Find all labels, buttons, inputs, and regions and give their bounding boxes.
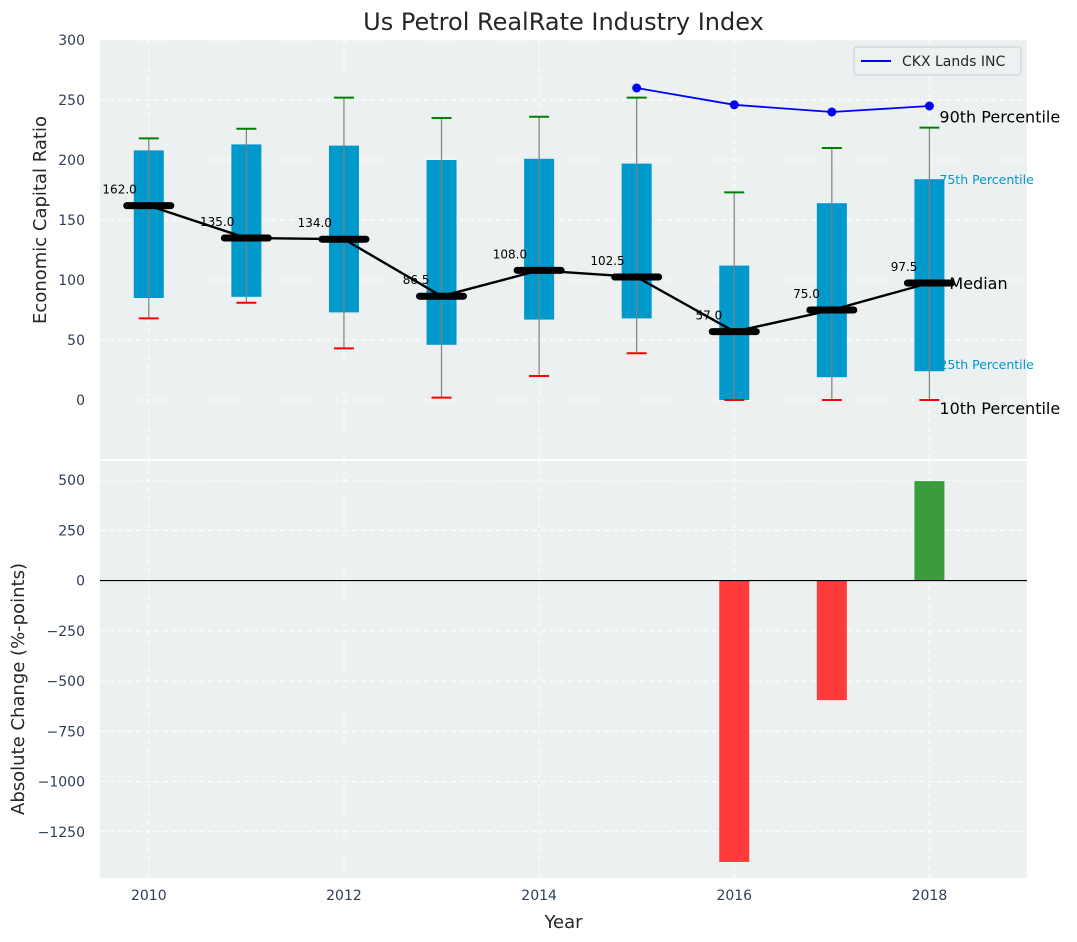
legend-box <box>853 46 1022 76</box>
top-y-tick-label: 0 <box>76 393 85 409</box>
company-line <box>636 87 930 113</box>
bottom-y-ticks: −1250 −1000 −750 −500 −250 0 250 500 <box>38 473 85 841</box>
bottom-y-tick-label: 250 <box>58 523 85 539</box>
bottom-y-tick-label: 0 <box>76 574 85 590</box>
company-series <box>632 83 934 117</box>
median-label-2011: 135.0 <box>200 215 234 229</box>
x-tick-label: 2016 <box>716 888 752 904</box>
change-bars <box>719 481 945 862</box>
bottom-y-tick-label: −750 <box>47 724 85 740</box>
top-y-tick-label: 150 <box>58 213 85 229</box>
top-y-tick-label: 250 <box>58 93 85 109</box>
bottom-y-tick-label: −1000 <box>38 775 85 791</box>
median-label-2016: 57.0 <box>696 309 723 323</box>
median-label-2012: 134.0 <box>298 216 332 230</box>
chart-title: Us Petrol RealRate Industry Index <box>363 8 764 36</box>
bottom-y-tick-label: −500 <box>47 674 85 690</box>
bottom-plot-background <box>100 460 1027 878</box>
boxplot-2015 <box>621 96 652 355</box>
x-tick-label: 2018 <box>912 888 948 904</box>
legend: CKX Lands INC <box>853 46 1022 76</box>
x-ticks: 2010 2012 2014 2016 2018 <box>131 888 947 904</box>
change-bar-2016 <box>719 580 750 862</box>
bottom-y-tick-label: 500 <box>58 473 85 489</box>
top-y-tick-label: 300 <box>58 33 85 49</box>
annotation-median: Median <box>949 274 1007 293</box>
company-point-2018 <box>924 101 934 111</box>
bottom-y-axis-label: Absolute Change (%-points) <box>8 563 29 815</box>
median-label-2017: 75.0 <box>793 287 820 301</box>
change-bar-2017 <box>816 580 847 701</box>
company-point-2016 <box>729 100 739 110</box>
top-y-tick-label: 200 <box>58 153 85 169</box>
median-trend <box>123 202 955 336</box>
percentile-annotations: 90th Percentile 75th Percentile Median 2… <box>939 108 1060 418</box>
bottom-y-tick-label: −250 <box>47 624 85 640</box>
x-tick-label: 2014 <box>521 888 557 904</box>
annotation-90th: 90th Percentile <box>939 108 1060 127</box>
top-y-tick-label: 100 <box>58 273 85 289</box>
company-point-2017 <box>827 107 837 117</box>
median-label-2013: 86.5 <box>403 273 430 287</box>
annotation-75th: 75th Percentile <box>939 172 1034 187</box>
x-tick-label: 2010 <box>131 888 167 904</box>
boxplot-2013 <box>426 117 457 399</box>
annotation-25th: 25th Percentile <box>939 357 1034 372</box>
median-label-2014: 108.0 <box>493 247 527 261</box>
change-bar-2018 <box>914 481 945 581</box>
top-panel: 0 50 100 150 200 250 300 162.0 135.0 134.0 86.5 10… <box>30 8 1060 460</box>
boxplot-2012 <box>328 96 359 350</box>
annotation-10th: 10th Percentile <box>939 399 1060 418</box>
top-y-ticks: 0 50 100 150 200 250 300 <box>58 33 85 409</box>
top-y-axis-label: Economic Capital Ratio <box>30 116 51 324</box>
median-labels: 162.0 135.0 134.0 86.5 108.0 102.5 57.0 75.0 97.… <box>102 183 917 323</box>
median-label-2015: 102.5 <box>590 254 624 268</box>
top-y-tick-label: 50 <box>67 333 85 349</box>
x-tick-label: 2012 <box>326 888 362 904</box>
company-point-2015 <box>632 83 642 93</box>
bottom-y-tick-label: −1250 <box>38 825 85 841</box>
median-label-2010: 162.0 <box>102 183 136 197</box>
boxplot-2011 <box>231 127 262 304</box>
boxplot-2017 <box>816 147 847 401</box>
boxplot-2010 <box>133 137 164 320</box>
x-axis-label: Year <box>543 912 583 933</box>
median-label-2018: 97.5 <box>891 260 918 274</box>
boxplot-2014 <box>524 115 555 377</box>
legend-entry-ckx: CKX Lands INC <box>902 54 1005 70</box>
boxplot-2018 <box>914 126 945 401</box>
